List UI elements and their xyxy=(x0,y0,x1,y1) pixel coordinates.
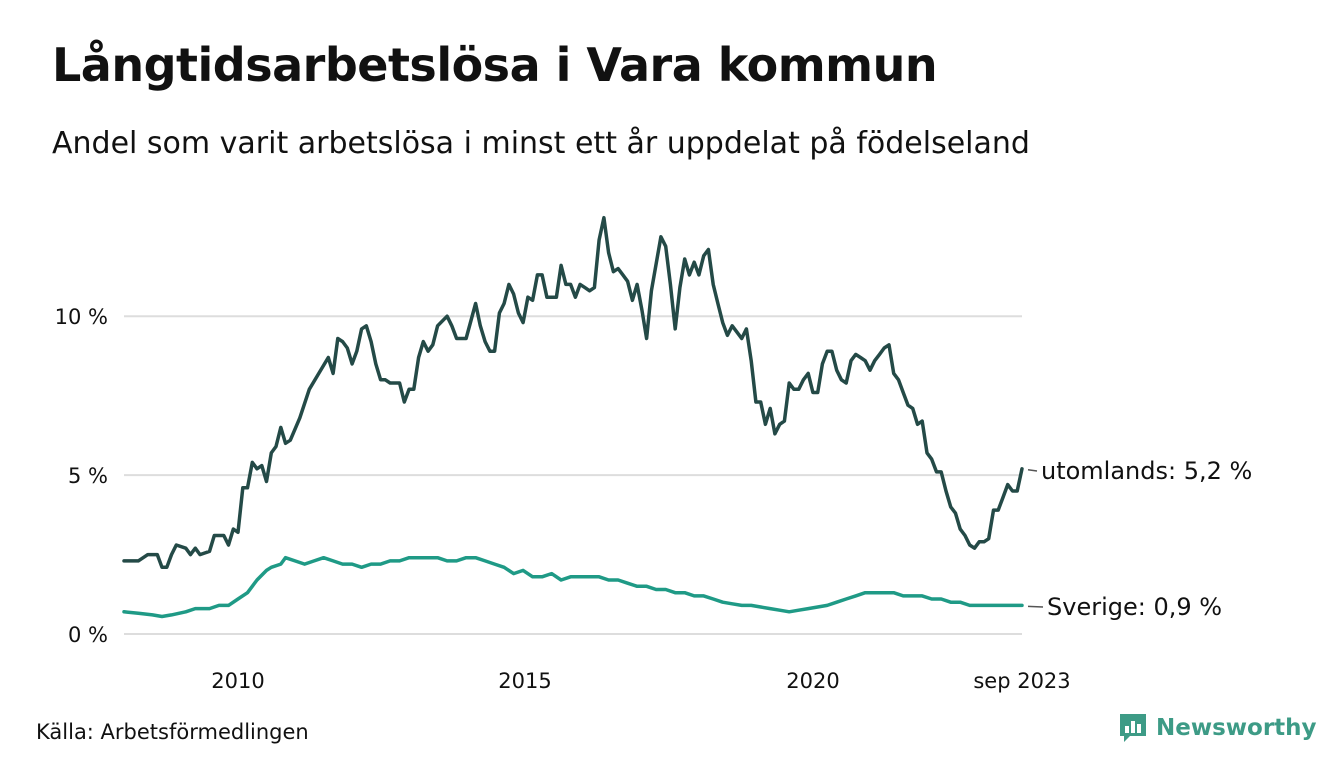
brand-name: Newsworthy xyxy=(1156,715,1317,741)
y-tick-label: 10 % xyxy=(55,305,108,329)
chart-title: Långtidsarbetslösa i Vara kommun xyxy=(52,38,938,92)
series-label-sverige: Sverige: 0,9 % xyxy=(1047,593,1222,621)
series-line-utomlands xyxy=(122,215,1024,570)
series-label-utomlands: utomlands: 5,2 % xyxy=(1041,457,1252,485)
y-tick-label: 0 % xyxy=(68,623,108,647)
x-tick-label: sep 2023 xyxy=(973,669,1070,693)
y-tick-label: 5 % xyxy=(68,464,108,488)
x-tick-label: 2020 xyxy=(786,669,839,693)
bar-chart-speech-bubble-icon xyxy=(1120,714,1146,742)
chart-subtitle: Andel som varit arbetslösa i minst ett å… xyxy=(52,126,1030,161)
source-note: Källa: Arbetsförmedlingen xyxy=(36,720,309,744)
x-axis-ticks: 2010 2015 2020 sep 2023 xyxy=(211,669,1070,693)
y-axis-ticks: 0 % 5 % 10 % xyxy=(55,305,108,647)
x-tick-label: 2015 xyxy=(498,669,551,693)
gridlines xyxy=(124,315,1022,635)
series-line-sverige xyxy=(122,555,1024,619)
series-end-labels: utomlands: 5,2 % Sverige: 0,9 % xyxy=(1027,457,1252,621)
x-tick-label: 2010 xyxy=(211,669,264,693)
label-connector xyxy=(1027,469,1038,472)
label-connector xyxy=(1027,605,1044,608)
brand-logo: Newsworthy xyxy=(1118,712,1317,744)
series-lines xyxy=(122,215,1024,619)
